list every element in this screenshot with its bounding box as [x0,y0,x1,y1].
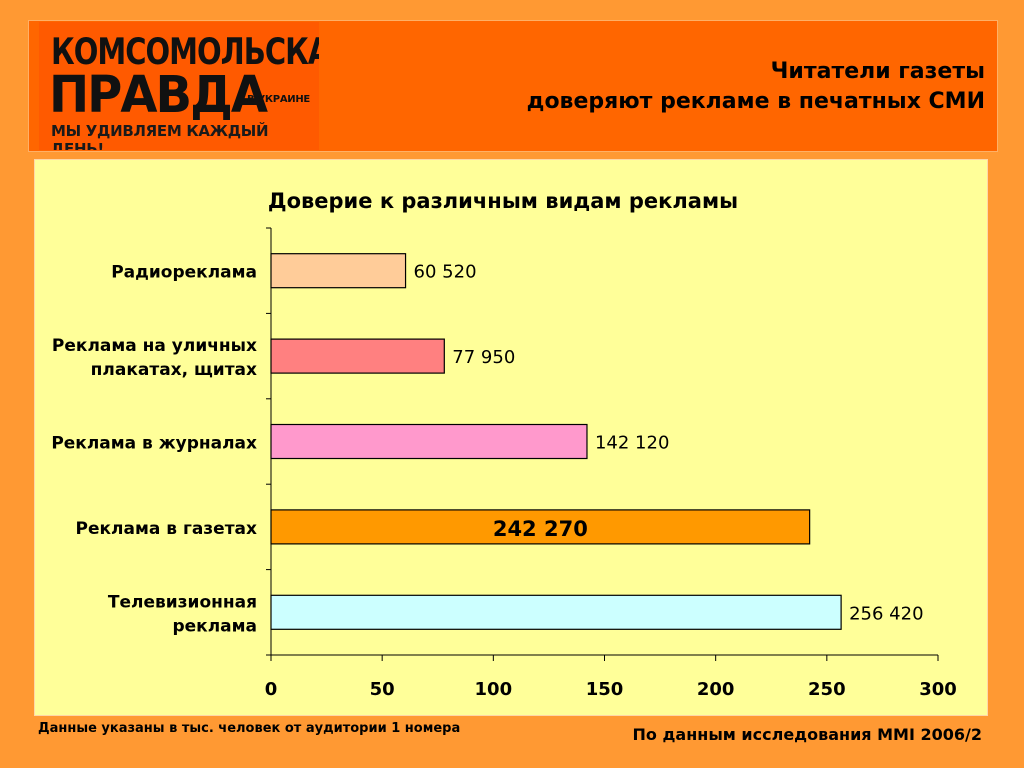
data-label: 142 120 [595,433,669,454]
chart-panel: Доверие к различным видам рекламы 0 50 100 1… [34,159,988,716]
logo-suffix: В УКРАИНЕ [247,94,310,105]
logo-line2: ПРАВДА [49,66,268,125]
data-label: 256 420 [849,603,923,624]
footnote-source: По данным исследования MMI 2006/2 [632,725,982,744]
bar [270,594,842,630]
bar [270,253,407,289]
newspaper-logo: КОМСОМОЛЬСКАЯ ПРАВДА В УКРАИНЕ МЫ УДИВЛЯ… [39,22,319,150]
x-tick-label: 50 [370,679,395,700]
x-tick-label: 250 [808,679,846,700]
category-label: Телевизионная [108,592,257,612]
x-tick-label: 100 [475,679,513,700]
footnote-units: Данные указаны в тыс. человек от аудитор… [38,721,461,736]
x-tick-label: 150 [586,679,624,700]
bar-chart: Доверие к различным видам рекламы 0 50 100 1… [51,189,957,700]
data-label: 77 950 [452,347,515,368]
x-tick-label: 300 [919,679,957,700]
bar [270,509,811,545]
category-label: реклама [172,616,257,636]
x-tick-label: 200 [697,679,735,700]
bar [270,423,588,460]
chart-title: Доверие к различным видам рекламы [268,189,738,213]
logo-tagline: МЫ УДИВЛЯЕМ КАЖДЫЙ ДЕНЬ! [51,122,269,150]
data-label: 242 270 [493,517,588,541]
page-title-line1: Читатели газеты [770,59,985,84]
logo-line1: КОМСОМОЛЬСКАЯ [51,30,319,73]
category-label: Реклама в газетах [76,519,257,539]
category-label: Реклама на уличных [52,336,257,356]
header-banner: КОМСОМОЛЬСКАЯ ПРАВДА В УКРАИНЕ МЫ УДИВЛЯ… [28,20,998,152]
category-label: Реклама в журналах [51,434,257,454]
x-tick-label: 0 [265,679,278,700]
data-label: 60 520 [414,262,477,283]
page-title-line2: доверяют рекламе в печатных СМИ [526,89,985,114]
category-label: плакатах, щитах [91,360,257,380]
bar [270,338,445,374]
category-label: Радиореклама [111,263,257,283]
page-title: Читатели газеты доверяют рекламе в печат… [527,57,985,117]
